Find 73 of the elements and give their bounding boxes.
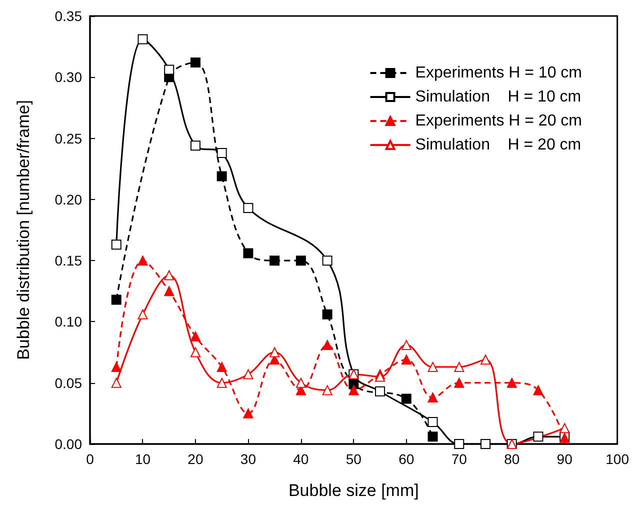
- y-tick-label: 0.30: [54, 69, 82, 86]
- point: [164, 270, 174, 280]
- point: [243, 408, 254, 418]
- y-tick-label: 0.00: [54, 436, 82, 452]
- point: [138, 256, 148, 266]
- x-axis-title: Bubble size [mm]: [288, 481, 419, 500]
- point: [454, 362, 464, 372]
- point: [454, 439, 464, 449]
- x-tick-label: 90: [556, 451, 573, 467]
- y-axis-title: Bubble distribution [number/frame]: [14, 100, 33, 360]
- legend-label: Simulation H = 20 cm: [415, 136, 582, 154]
- point: [428, 392, 438, 403]
- point: [428, 416, 438, 427]
- x-tick-label: 40: [293, 451, 309, 467]
- point: [111, 240, 122, 250]
- point: [401, 394, 412, 404]
- point: [480, 354, 490, 365]
- point: [138, 34, 148, 44]
- point: [216, 171, 227, 182]
- y-tick-label: 0.05: [54, 374, 82, 391]
- point: [190, 57, 200, 68]
- x-tick-label: 100: [606, 451, 630, 467]
- point: [401, 354, 412, 365]
- point: [322, 385, 332, 396]
- point: [190, 347, 200, 358]
- point: [322, 309, 332, 320]
- point: [190, 331, 200, 342]
- point: [533, 385, 544, 396]
- point: [164, 64, 174, 75]
- point: [216, 148, 227, 158]
- point: [533, 432, 544, 442]
- point: [454, 378, 464, 388]
- x-tick-label: 0: [86, 451, 94, 467]
- x-tick-label: 10: [134, 451, 151, 467]
- point: [243, 369, 254, 380]
- point: [270, 347, 280, 358]
- legend-label: Simulation H = 10 cm: [415, 88, 582, 106]
- point: [296, 378, 306, 388]
- point: [111, 378, 122, 388]
- point: [216, 362, 227, 372]
- point: [506, 378, 517, 388]
- point: [164, 286, 174, 296]
- point: [190, 140, 200, 151]
- point: [401, 340, 412, 350]
- point: [270, 256, 280, 266]
- point: [428, 432, 438, 442]
- x-tick-label: 60: [398, 451, 414, 467]
- point: [428, 362, 438, 372]
- point: [348, 385, 359, 396]
- point: [560, 423, 570, 434]
- x-tick-label: 20: [188, 451, 204, 467]
- y-tick-label: 0.20: [54, 191, 82, 208]
- point: [322, 340, 332, 350]
- point: [111, 294, 122, 305]
- point: [138, 309, 148, 320]
- point: [243, 202, 254, 213]
- x-tick-label: 70: [451, 451, 468, 467]
- point: [296, 256, 306, 266]
- point: [375, 386, 386, 396]
- y-tick-label: 0.10: [54, 314, 82, 330]
- legend-label: Experiments H = 20 cm: [415, 112, 582, 130]
- x-tick-label: 30: [240, 451, 256, 467]
- point: [243, 248, 254, 258]
- point: [322, 256, 332, 266]
- x-tick-label: 80: [504, 451, 520, 467]
- x-tick-label: 50: [346, 451, 362, 467]
- legend-label: Experiments H = 10 cm: [415, 64, 582, 82]
- point: [216, 378, 227, 388]
- point: [111, 362, 122, 372]
- y-tick-label: 0.15: [54, 252, 82, 269]
- point: [480, 439, 490, 449]
- y-tick-label: 0.25: [54, 130, 82, 146]
- y-tick-label: 0.35: [54, 8, 82, 24]
